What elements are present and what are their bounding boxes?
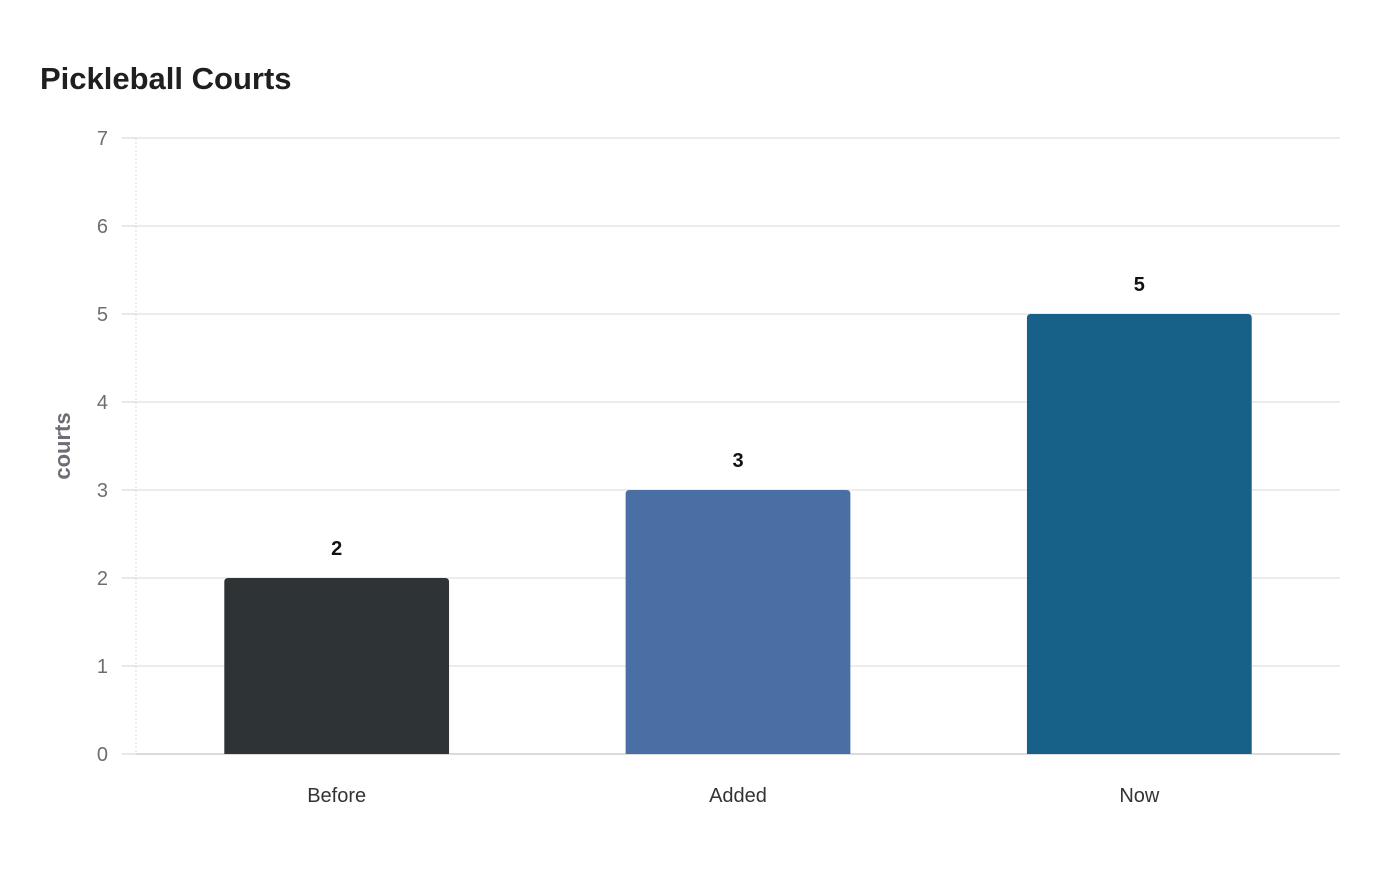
bars [224,314,1252,754]
data-label: 2 [331,538,342,560]
data-labels: 2 3 5 [331,274,1145,560]
y-tick-label: 6 [97,216,108,238]
y-tick-label: 0 [97,744,108,766]
x-tick-labels: Before Added Now [307,785,1160,807]
data-label: 3 [732,450,743,472]
bar-added [625,490,851,754]
y-tick-label: 4 [97,392,108,414]
x-tick-label: Before [307,785,366,807]
y-axis-title: courts [50,412,75,479]
x-tick-label: Added [709,785,767,807]
data-label: 5 [1134,274,1145,296]
x-tick-label: Now [1119,785,1160,807]
bar-now [1026,314,1252,754]
y-tick-label: 5 [97,304,108,326]
y-tick-label: 1 [97,656,108,678]
y-tick-label: 2 [97,568,108,590]
chart-title: Pickleball Courts [40,61,292,96]
y-tick-labels: 0 1 2 3 4 5 6 7 [97,128,108,766]
y-tick-label: 7 [97,128,108,150]
y-tick-label: 3 [97,480,108,502]
bar-before [224,578,450,754]
